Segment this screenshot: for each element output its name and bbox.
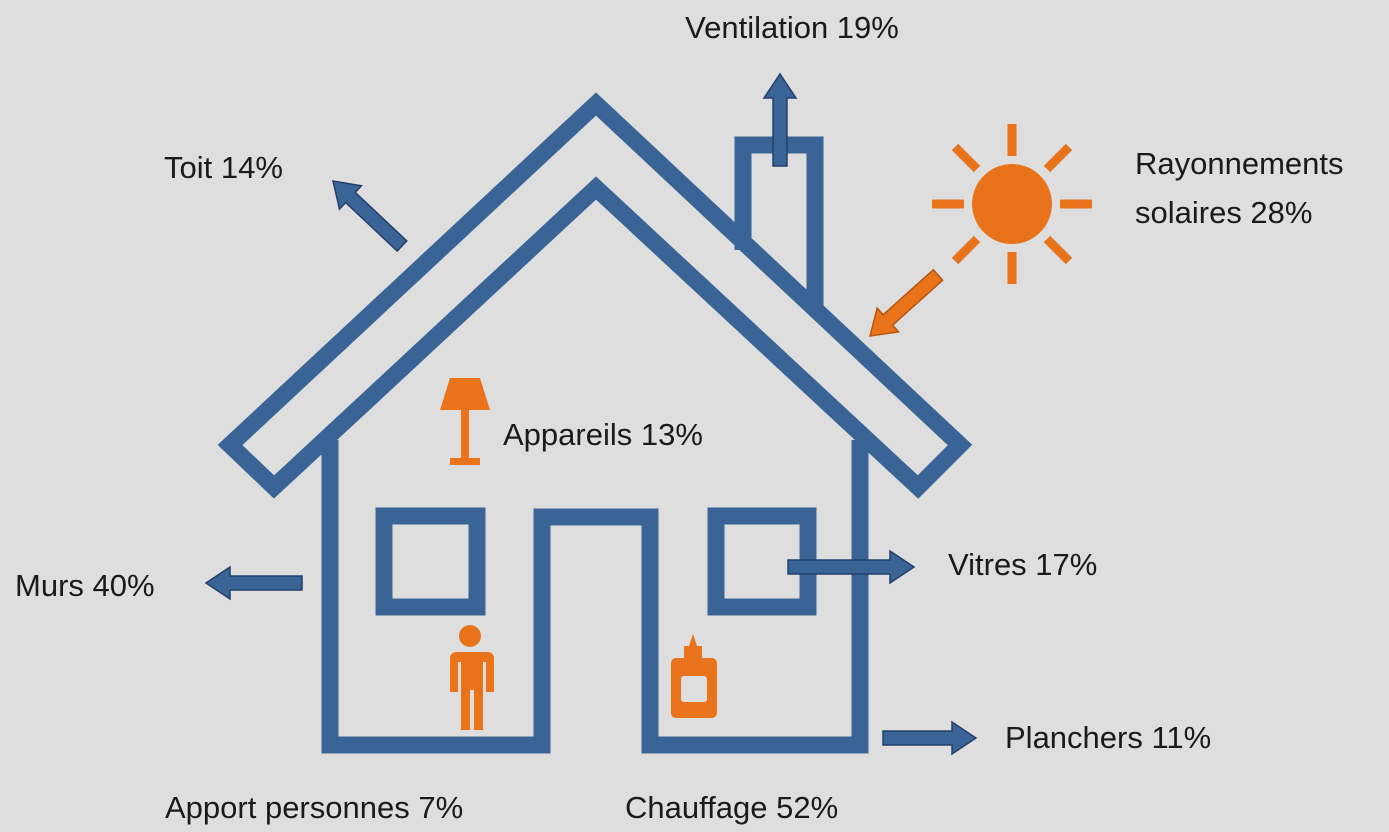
label-apport-personnes: Apport personnes 7% — [165, 790, 463, 825]
label-rayonnements: solaires 28% — [1135, 195, 1312, 230]
diagram: Ventilation 19% Toit 14% Rayonnements so… — [0, 0, 1389, 832]
label-toit: Toit 14% — [164, 150, 283, 185]
label-ventilation: Ventilation 19% — [685, 10, 899, 45]
label-chauffage: Chauffage 52% — [625, 790, 838, 825]
page: Ventilation 19% Toit 14% Rayonnements so… — [0, 0, 1389, 832]
label-vitres: Vitres 17% — [948, 547, 1097, 582]
label-rayonnements: Rayonnements — [1135, 146, 1344, 181]
label-planchers: Planchers 11% — [1005, 720, 1211, 755]
sun — [932, 124, 1092, 284]
label-appareils: Appareils 13% — [503, 417, 703, 452]
label-murs: Murs 40% — [15, 568, 155, 603]
